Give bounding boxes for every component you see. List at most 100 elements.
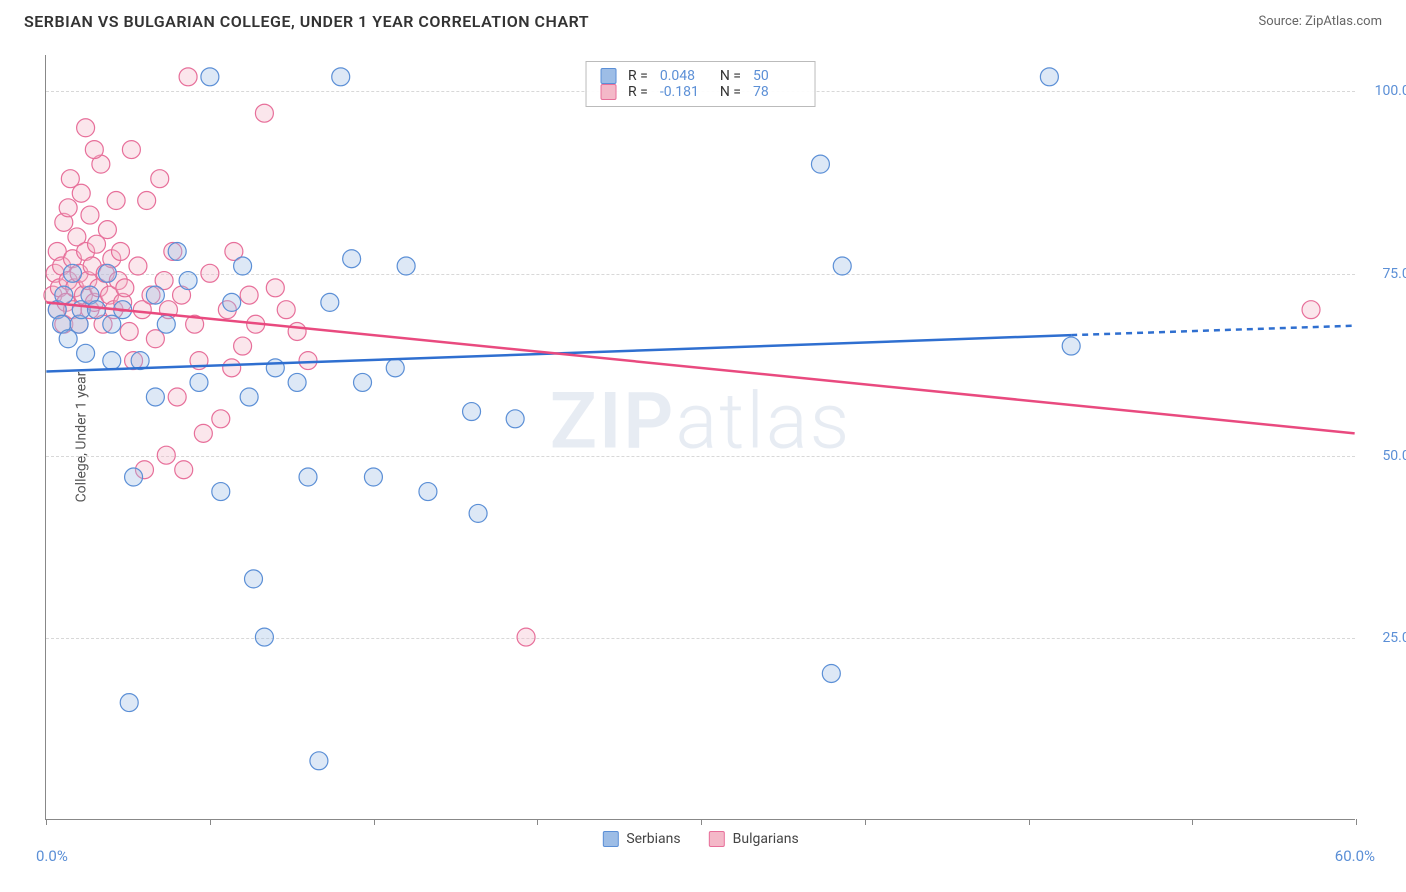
bulgarian-point: [98, 221, 116, 239]
serbian-point: [120, 694, 138, 712]
r-value-bulgarians: -0.181: [660, 84, 708, 100]
bulgarian-point: [234, 337, 252, 355]
swatch-serbians: [600, 68, 616, 84]
serbian-point: [146, 286, 164, 304]
serbian-point: [1040, 68, 1058, 86]
bulgarian-point: [201, 264, 219, 282]
serbian-point: [179, 272, 197, 290]
stats-row-serbians: R = 0.048 N = 50: [600, 68, 801, 84]
chart-title: SERBIAN VS BULGARIAN COLLEGE, UNDER 1 YE…: [24, 12, 589, 31]
serbian-point: [201, 68, 219, 86]
bulgarian-point: [59, 199, 77, 217]
serbian-point: [64, 264, 82, 282]
serbian-point: [321, 293, 339, 311]
x-tick: [46, 819, 47, 825]
serbian-point: [245, 570, 263, 588]
bulgarian-point: [138, 192, 156, 210]
stats-row-bulgarians: R = -0.181 N = 78: [600, 84, 801, 100]
x-tick: [374, 819, 375, 825]
bulgarian-point: [129, 257, 147, 275]
bulgarian-point: [85, 141, 103, 159]
bulgarian-point: [112, 242, 130, 260]
x-axis-start-label: 0.0%: [36, 847, 68, 865]
x-tick: [1356, 819, 1357, 825]
serbian-point: [103, 352, 121, 370]
bulgarian-point: [72, 184, 90, 202]
bulgarian-point: [77, 119, 95, 137]
serbian-point: [419, 483, 437, 501]
serbian-point: [332, 68, 350, 86]
serbian-point: [354, 373, 372, 391]
y-tick-label: 25.0%: [1382, 630, 1406, 646]
serbian-point: [386, 359, 404, 377]
serbian-point: [463, 403, 481, 421]
serbian-point: [364, 468, 382, 486]
serbian-point: [223, 293, 241, 311]
r-value-serbians: 0.048: [660, 68, 708, 84]
bulgarian-point: [168, 388, 186, 406]
bulgarian-point: [194, 424, 212, 442]
serbian-point: [1062, 337, 1080, 355]
serbian-point: [55, 286, 73, 304]
serbian-point: [125, 468, 143, 486]
serbian-point: [168, 242, 186, 260]
bulgarian-point: [116, 279, 134, 297]
bulgarian-point: [175, 461, 193, 479]
serbian-point: [240, 388, 258, 406]
n-value-serbians: 50: [753, 68, 801, 84]
x-tick: [1192, 819, 1193, 825]
bulgarian-point: [288, 323, 306, 341]
legend-label-bulgarians: Bulgarians: [733, 831, 799, 847]
bulgarian-point: [81, 206, 99, 224]
x-tick: [865, 819, 866, 825]
serbian-point: [469, 504, 487, 522]
bulgarian-point: [240, 286, 258, 304]
serbian-point: [299, 468, 317, 486]
bulgarian-point: [517, 628, 535, 646]
bulgarian-point: [179, 68, 197, 86]
legend-swatch-bulgarians: [709, 831, 725, 847]
bottom-legend: Serbians Bulgarians: [602, 831, 798, 847]
bulgarian-point: [277, 301, 295, 319]
serbian-point: [255, 628, 273, 646]
legend-label-serbians: Serbians: [626, 831, 680, 847]
serbian-point: [212, 483, 230, 501]
bulgarian-point: [266, 279, 284, 297]
bulgarian-point: [107, 192, 125, 210]
bulgarian-point: [120, 323, 138, 341]
serbian-point: [506, 410, 524, 428]
bulgarian-point: [151, 170, 169, 188]
serbian-point: [833, 257, 851, 275]
bulgarian-point: [255, 104, 273, 122]
y-tick-label: 50.0%: [1382, 448, 1406, 464]
y-tick-label: 100.0%: [1375, 83, 1406, 99]
x-tick: [210, 819, 211, 825]
serbian-point: [88, 301, 106, 319]
bulgarian-point: [157, 446, 175, 464]
serbian-point: [266, 359, 284, 377]
bulgarian-point: [299, 352, 317, 370]
x-tick: [537, 819, 538, 825]
serbian-point: [234, 257, 252, 275]
x-axis-end-label: 60.0%: [1335, 847, 1375, 865]
serbian-point: [811, 155, 829, 173]
bulgarian-point: [212, 410, 230, 428]
serbian-point: [146, 388, 164, 406]
serbian-point: [310, 752, 328, 770]
serbian-point: [343, 250, 361, 268]
swatch-bulgarians: [600, 84, 616, 100]
bulgarian-point: [122, 141, 140, 159]
n-value-bulgarians: 78: [753, 84, 801, 100]
legend-item-serbians: Serbians: [602, 831, 680, 847]
legend-swatch-serbians: [602, 831, 618, 847]
serbian-point: [397, 257, 415, 275]
y-tick-label: 75.0%: [1382, 266, 1406, 282]
serbian-point: [98, 264, 116, 282]
source-label: Source: ZipAtlas.com: [1258, 14, 1382, 29]
serbian-point: [190, 373, 208, 391]
bulgarian-point: [1302, 301, 1320, 319]
scatter-svg: [46, 55, 1355, 819]
trendline-bulgarians: [46, 302, 1354, 433]
correlation-stats-box: R = 0.048 N = 50 R = -0.181 N = 78: [585, 61, 816, 107]
x-tick: [1029, 819, 1030, 825]
